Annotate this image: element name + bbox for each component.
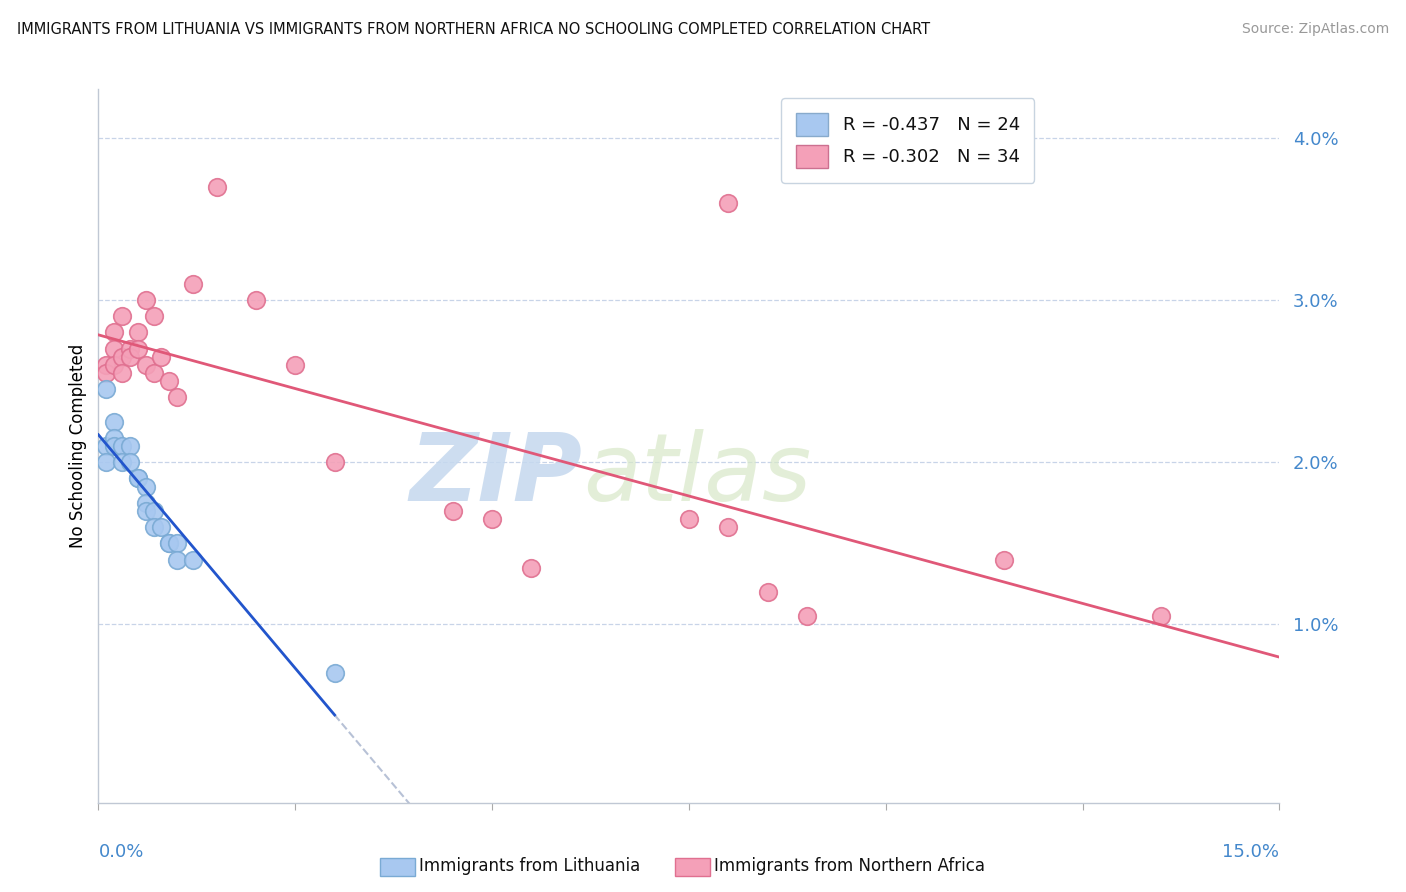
Point [142, 310, 165, 324]
Point [678, 512, 700, 526]
Point [111, 455, 134, 469]
Point [756, 585, 779, 599]
Text: atlas: atlas [582, 429, 811, 520]
Point [96, 455, 118, 469]
Point [796, 609, 818, 624]
Point [111, 366, 134, 380]
Text: ZIP: ZIP [409, 428, 582, 521]
Point [127, 326, 149, 340]
Point [96, 382, 118, 396]
Point [103, 415, 125, 429]
Point [717, 195, 740, 210]
Point [127, 471, 149, 485]
Point [166, 536, 188, 550]
Text: IMMIGRANTS FROM LITHUANIA VS IMMIGRANTS FROM NORTHERN AFRICA NO SCHOOLING COMPLE: IMMIGRANTS FROM LITHUANIA VS IMMIGRANTS … [17, 22, 929, 37]
Point [481, 512, 503, 526]
Text: Source: ZipAtlas.com: Source: ZipAtlas.com [1241, 22, 1389, 37]
Point [157, 536, 180, 550]
Point [111, 350, 134, 364]
Point [441, 504, 464, 518]
Point [135, 496, 157, 510]
Point [96, 366, 118, 380]
Point [135, 504, 157, 518]
Point [181, 552, 204, 566]
Point [118, 439, 141, 453]
Point [135, 358, 157, 372]
Point [103, 342, 125, 356]
Point [103, 439, 125, 453]
Point [245, 293, 267, 307]
Point [166, 552, 188, 566]
Point [103, 358, 125, 372]
Point [142, 504, 165, 518]
Point [717, 520, 740, 534]
Point [103, 326, 125, 340]
Text: 15.0%: 15.0% [1222, 843, 1279, 861]
Point [103, 431, 125, 445]
Point [150, 350, 173, 364]
Point [150, 520, 173, 534]
Point [520, 560, 543, 574]
Point [323, 666, 346, 681]
Point [118, 342, 141, 356]
Text: Immigrants from Lithuania: Immigrants from Lithuania [419, 857, 640, 875]
Point [118, 350, 141, 364]
Point [157, 374, 180, 388]
Point [142, 366, 165, 380]
Point [135, 293, 157, 307]
Point [96, 439, 118, 453]
Point [111, 310, 134, 324]
Point [284, 358, 307, 372]
Legend: R = -0.437   N = 24, R = -0.302   N = 34: R = -0.437 N = 24, R = -0.302 N = 34 [782, 98, 1035, 183]
Point [157, 536, 180, 550]
Point [1150, 609, 1173, 624]
Point [323, 455, 346, 469]
Point [205, 179, 228, 194]
Point [993, 552, 1015, 566]
Point [142, 520, 165, 534]
Point [127, 342, 149, 356]
Point [118, 455, 141, 469]
Text: 0.0%: 0.0% [98, 843, 143, 861]
Point [111, 439, 134, 453]
Point [181, 277, 204, 291]
Point [127, 471, 149, 485]
Point [96, 358, 118, 372]
Point [166, 390, 188, 404]
Text: Immigrants from Northern Africa: Immigrants from Northern Africa [714, 857, 986, 875]
Point [135, 479, 157, 493]
Y-axis label: No Schooling Completed: No Schooling Completed [69, 344, 87, 548]
